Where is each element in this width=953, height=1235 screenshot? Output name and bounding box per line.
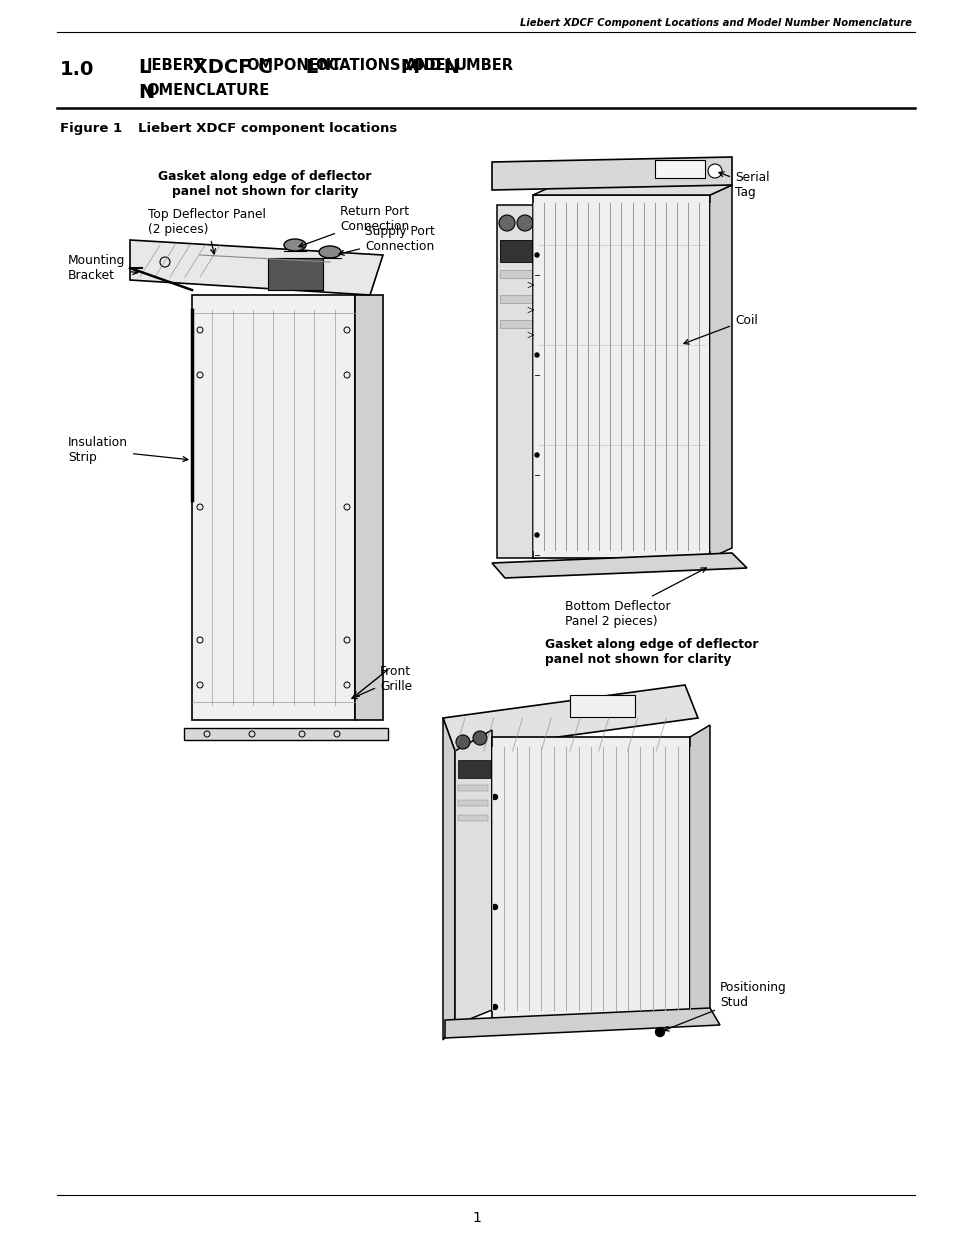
Text: Positioning
Stud: Positioning Stud [663, 981, 786, 1031]
Text: Supply Port
Connection: Supply Port Connection [338, 225, 435, 256]
Text: Liebert XDCF component locations: Liebert XDCF component locations [138, 122, 396, 135]
Text: Gasket along edge of deflector
panel not shown for clarity: Gasket along edge of deflector panel not… [544, 638, 758, 666]
Bar [655, 161, 704, 178]
Text: L: L [138, 58, 151, 77]
Circle shape [707, 164, 721, 178]
Text: UMBER: UMBER [455, 58, 514, 73]
Text: OMPONENT: OMPONENT [246, 58, 341, 73]
Circle shape [492, 794, 497, 799]
Polygon shape [492, 157, 731, 190]
Bar [497, 205, 535, 558]
Text: Return Port
Connection: Return Port Connection [298, 205, 409, 247]
Bar [499, 240, 532, 262]
Bar [457, 815, 488, 821]
Polygon shape [709, 185, 731, 558]
Text: Serial
Tag: Serial Tag [719, 170, 769, 199]
Circle shape [492, 904, 497, 909]
Polygon shape [442, 685, 698, 751]
Bar [499, 295, 532, 303]
Bar [457, 800, 488, 806]
Text: M: M [394, 58, 419, 77]
Polygon shape [442, 718, 455, 1040]
Text: Insulation
Strip: Insulation Strip [68, 436, 188, 464]
Circle shape [535, 253, 538, 257]
Text: Gasket along edge of deflector
panel not shown for clarity: Gasket along edge of deflector panel not… [158, 170, 372, 198]
Ellipse shape [284, 240, 306, 251]
Bar [268, 258, 323, 290]
Bar [569, 695, 635, 718]
Circle shape [517, 215, 533, 231]
Text: Bottom Deflector
Panel 2 pieces): Bottom Deflector Panel 2 pieces) [564, 568, 705, 629]
Polygon shape [444, 1008, 720, 1037]
Bar [499, 270, 532, 278]
Bar [533, 195, 709, 558]
Text: Top Deflector Panel
(2 pieces): Top Deflector Panel (2 pieces) [148, 207, 266, 254]
Text: OMENCLATURE: OMENCLATURE [147, 83, 270, 98]
Bar [492, 737, 689, 1020]
Polygon shape [455, 730, 492, 1025]
Circle shape [473, 731, 486, 745]
Polygon shape [130, 240, 382, 295]
Text: 1: 1 [472, 1212, 481, 1225]
Circle shape [535, 353, 538, 357]
Polygon shape [355, 295, 382, 720]
Polygon shape [533, 185, 731, 195]
Bar [499, 320, 532, 329]
Polygon shape [689, 725, 709, 1020]
Text: IEBERT: IEBERT [147, 58, 204, 73]
Text: Mounting
Bracket: Mounting Bracket [68, 254, 137, 282]
Text: Front
Grille: Front Grille [352, 664, 412, 699]
Text: Figure 1: Figure 1 [60, 122, 122, 135]
Text: 1.0: 1.0 [60, 61, 94, 79]
Bar [192, 295, 355, 720]
Text: L: L [298, 58, 317, 77]
Polygon shape [492, 553, 746, 578]
Text: OCATIONS AND: OCATIONS AND [315, 58, 441, 73]
Circle shape [655, 1028, 664, 1036]
Text: N: N [437, 58, 460, 77]
Ellipse shape [318, 246, 340, 258]
Text: Liebert XDCF Component Locations and Model Number Nomenclature: Liebert XDCF Component Locations and Mod… [519, 19, 911, 28]
Bar [457, 785, 488, 790]
Circle shape [498, 215, 515, 231]
Circle shape [492, 1004, 497, 1009]
Circle shape [456, 735, 470, 748]
Text: ODEL: ODEL [411, 58, 455, 73]
Text: XDCF C: XDCF C [186, 58, 272, 77]
Polygon shape [184, 727, 388, 740]
Text: N: N [138, 83, 154, 103]
Bar [457, 760, 490, 778]
Text: Coil: Coil [683, 314, 757, 345]
Circle shape [535, 453, 538, 457]
Circle shape [535, 534, 538, 537]
